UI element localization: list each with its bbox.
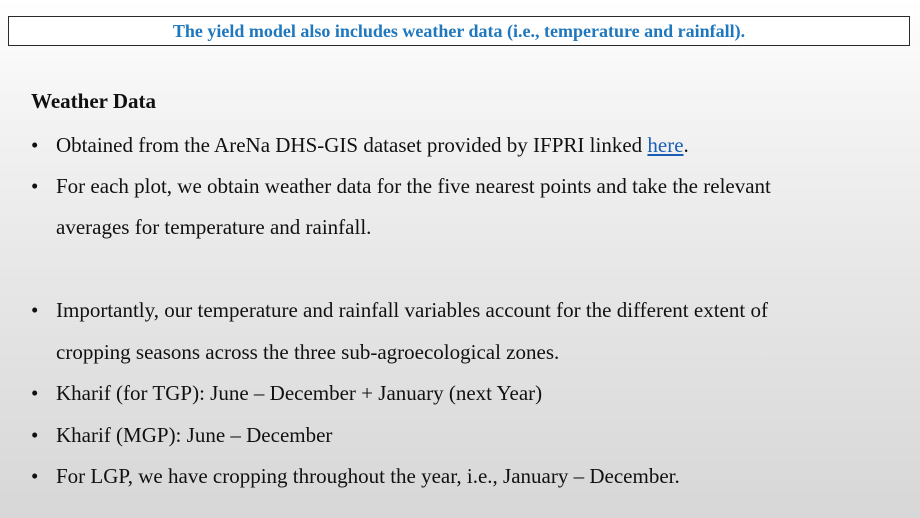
- banner-text: The yield model also includes weather da…: [172, 20, 746, 41]
- here-link[interactable]: here: [647, 133, 684, 157]
- bullet-item-data-source: Obtained from the AreNa DHS-GIS dataset …: [56, 135, 689, 156]
- bullet-item-nearest-points-line2: averages for temperature and rainfall.: [56, 215, 372, 239]
- summary-banner: The yield model also includes weather da…: [8, 16, 910, 46]
- section-heading: Weather Data: [31, 89, 157, 113]
- bullet-marker: •: [31, 174, 39, 198]
- bullet-item-nearest-points-line1: For each plot, we obtain weather data fo…: [56, 174, 771, 198]
- bullet-marker: •: [31, 464, 39, 488]
- bullet-marker: •: [31, 133, 39, 157]
- bullet-item-seasons-line2: cropping seasons across the three sub-ag…: [56, 340, 560, 364]
- bullet-text-end: .: [683, 133, 689, 157]
- bullet-item-kharif-mgp: Kharif (MGP): June – December: [56, 423, 333, 447]
- bullet-item-seasons-line1: Importantly, our temperature and rainfal…: [56, 298, 768, 322]
- bullet-text: Obtained from the AreNa DHS-GIS dataset …: [56, 133, 648, 157]
- bullet-item-lgp: For LGP, we have cropping throughout the…: [56, 464, 680, 488]
- bullet-marker: •: [31, 423, 39, 447]
- bullet-marker: •: [31, 381, 39, 405]
- bullet-marker: •: [31, 298, 39, 322]
- bullet-item-kharif-tgp: Kharif (for TGP): June – December + Janu…: [56, 381, 543, 405]
